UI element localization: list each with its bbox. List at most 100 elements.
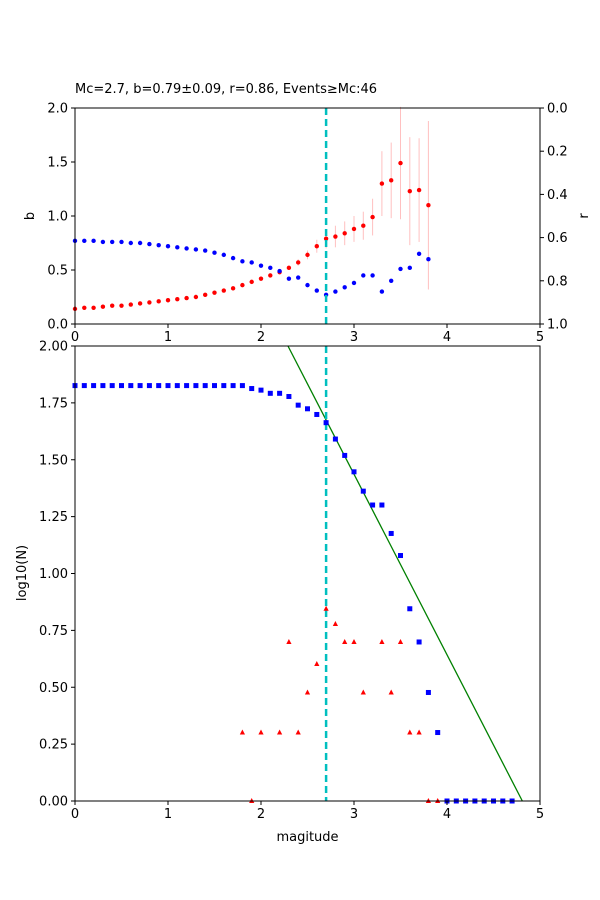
cumulative-count-point bbox=[388, 530, 394, 536]
cumulative-count-point bbox=[156, 383, 162, 389]
noncumulative-count-point bbox=[407, 729, 413, 735]
cumulative-count-point bbox=[286, 394, 292, 400]
b-value-point bbox=[221, 288, 226, 293]
r-value-point bbox=[407, 265, 412, 271]
noncumulative-count-point bbox=[351, 638, 357, 644]
cumulative-count-point bbox=[128, 383, 134, 389]
b-value-point bbox=[314, 244, 319, 249]
cumulative-count-point bbox=[407, 606, 413, 612]
r-value-point bbox=[258, 263, 264, 268]
b-value-point bbox=[230, 286, 236, 291]
x-tick-label: 1 bbox=[164, 807, 172, 822]
b-value-point bbox=[137, 301, 143, 306]
x-tick-label: 0 bbox=[71, 807, 79, 822]
bottom-plot-area bbox=[72, 345, 523, 804]
y-tick-label: 1.5 bbox=[47, 156, 68, 171]
y-tick-label: 2.00 bbox=[39, 340, 68, 355]
cumulative-count-point bbox=[91, 383, 97, 389]
noncumulative-count-point bbox=[314, 661, 320, 667]
y-tick-label: 0.5 bbox=[47, 264, 68, 279]
r-value-point bbox=[351, 280, 357, 286]
y-tick-label: 1.75 bbox=[39, 396, 68, 411]
cumulative-count-point bbox=[165, 383, 171, 389]
r-value-point bbox=[342, 285, 347, 290]
y-tick-label: 0.00 bbox=[39, 795, 68, 810]
bottom-y-axis: 0.00 0.25 0.50 0.75 1.00 1.25 1.50 1.75 2.00 bbox=[39, 340, 75, 810]
cumulative-count-point bbox=[109, 383, 115, 389]
r-value-point bbox=[286, 276, 292, 281]
x-tick-label: 4 bbox=[443, 330, 451, 345]
b-value-point bbox=[389, 178, 394, 183]
bottom-x-axis: 0 1 2 3 4 5 bbox=[71, 801, 544, 822]
r-value-point bbox=[240, 259, 245, 264]
cumulative-count-point bbox=[100, 383, 106, 389]
r-value-point bbox=[370, 273, 375, 278]
b-value-point bbox=[240, 282, 245, 288]
r-value-point bbox=[314, 288, 319, 293]
bottom-chart: 0 1 2 3 4 5 0.00 0.25 0.50 0.75 1.00 1.25 1.50 1.75 2… bbox=[15, 340, 544, 846]
b-value-point bbox=[147, 300, 152, 305]
r-value-point bbox=[333, 289, 338, 294]
cumulative-count-point bbox=[314, 411, 320, 417]
cumulative-count-point bbox=[258, 387, 264, 393]
noncumulative-count-point bbox=[277, 729, 283, 735]
r-value-point bbox=[91, 238, 96, 244]
cumulative-count-point bbox=[425, 689, 431, 695]
b-value-point bbox=[175, 296, 180, 302]
cumulative-count-point bbox=[184, 383, 190, 389]
y-tick-label: 1.25 bbox=[39, 510, 68, 525]
r-value-point bbox=[193, 247, 199, 252]
r-value-point bbox=[268, 265, 273, 271]
x-tick-label: 0 bbox=[71, 330, 79, 345]
r-value-point bbox=[100, 239, 106, 245]
noncumulative-count-point bbox=[286, 638, 292, 644]
r-value-point bbox=[389, 278, 394, 283]
r-value-point bbox=[416, 251, 422, 256]
right-y-tick-label: 0.2 bbox=[547, 145, 568, 160]
noncumulative-count-point bbox=[258, 729, 264, 735]
b-value-point bbox=[416, 187, 422, 193]
b-value-point bbox=[156, 299, 161, 304]
top-chart-title: Mc=2.7, b=0.79±0.09, r=0.86, Events≥Mc:4… bbox=[75, 82, 377, 97]
b-value-point bbox=[361, 223, 366, 228]
b-value-point bbox=[398, 160, 403, 166]
b-value-point bbox=[91, 305, 96, 310]
r-value-point bbox=[221, 252, 226, 258]
cumulative-count-point bbox=[360, 488, 366, 494]
b-value-point bbox=[258, 276, 264, 281]
noncumulative-count-point bbox=[360, 689, 366, 695]
r-value-point bbox=[305, 282, 310, 288]
x-tick-label: 3 bbox=[350, 807, 358, 822]
cumulative-count-point bbox=[370, 502, 376, 508]
x-tick-label: 2 bbox=[257, 807, 265, 822]
r-value-point bbox=[82, 238, 87, 244]
r-value-point bbox=[165, 244, 171, 249]
noncumulative-count-point bbox=[342, 638, 348, 644]
cumulative-count-point bbox=[146, 383, 152, 389]
cumulative-count-point bbox=[212, 383, 217, 389]
r-value-point bbox=[277, 268, 282, 274]
b-value-point bbox=[119, 303, 124, 308]
cumulative-count-point bbox=[174, 383, 180, 389]
b-value-point bbox=[305, 252, 310, 258]
cumulative-count-point bbox=[416, 639, 422, 645]
top-chart: Mc=2.7, b=0.79±0.09, r=0.86, Events≥Mc:4… bbox=[23, 82, 592, 345]
noncumulative-count-point bbox=[332, 621, 338, 627]
r-value-point bbox=[361, 273, 366, 278]
cumulative-count-point bbox=[239, 383, 245, 389]
top-y-axis-right-label: r bbox=[577, 213, 592, 219]
right-y-tick-label: 0.4 bbox=[547, 188, 568, 203]
top-y-axis-right: 0.0 0.2 0.4 0.6 0.8 1.0 bbox=[540, 102, 568, 333]
r-value-point bbox=[212, 250, 217, 255]
cumulative-count-point bbox=[230, 383, 236, 389]
y-tick-label: 1.0 bbox=[47, 210, 68, 225]
noncumulative-count-point bbox=[388, 689, 394, 695]
right-y-tick-label: 0.6 bbox=[547, 231, 568, 246]
b-value-point bbox=[212, 290, 217, 295]
noncumulative-count-point bbox=[379, 638, 385, 644]
r-value-point bbox=[398, 266, 403, 272]
noncumulative-count-point bbox=[323, 605, 329, 611]
cumulative-count-point bbox=[332, 436, 338, 442]
x-tick-label: 1 bbox=[164, 330, 172, 345]
